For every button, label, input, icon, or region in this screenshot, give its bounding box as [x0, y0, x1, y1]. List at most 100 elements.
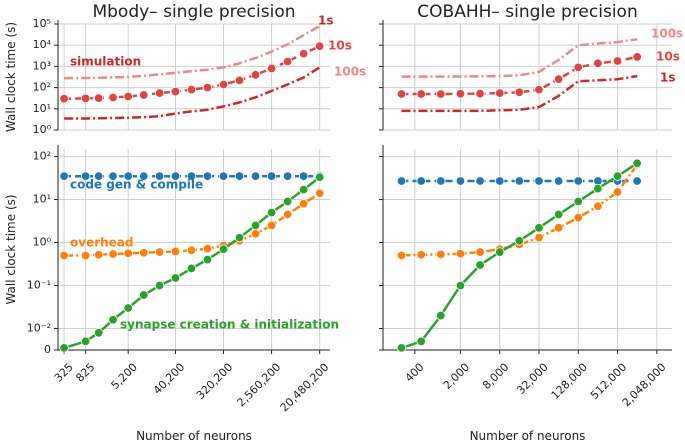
annotation: simulation: [70, 55, 141, 69]
data-point: [154, 247, 165, 257]
data-point: [612, 171, 623, 181]
data-point: [186, 245, 197, 255]
y-tick-label: 10⁻²: [27, 322, 51, 335]
data-point: [80, 336, 91, 347]
x-tick-label: 20,480,200: [278, 361, 332, 415]
data-point: [139, 171, 149, 181]
data-point: [475, 247, 485, 257]
data-point: [202, 171, 213, 181]
data-point: [514, 236, 525, 246]
data-point: [80, 250, 91, 261]
data-point: [250, 229, 261, 239]
data-point: [154, 280, 165, 291]
data-point: [553, 176, 564, 186]
data-point: [573, 196, 583, 207]
data-point: [139, 290, 149, 300]
data-point: [534, 223, 544, 233]
data-point: [396, 250, 407, 261]
y-tick-label: 10⁻¹: [27, 279, 51, 292]
data-point: [170, 86, 181, 97]
data-point: [436, 310, 446, 321]
data-point: [573, 212, 583, 223]
data-point: [416, 176, 426, 186]
series-line: [401, 74, 638, 113]
series-label: 1s: [660, 71, 676, 85]
data-point: [93, 171, 104, 181]
data-point: [396, 89, 407, 99]
series-label: overhead: [70, 236, 134, 250]
data-point: [218, 244, 229, 254]
data-point: [123, 171, 133, 181]
data-point: [123, 248, 133, 259]
x-tick-label: 5,200: [109, 361, 140, 392]
y-tick-label: 0: [44, 343, 51, 356]
x-tick-label: 8,000: [480, 361, 511, 392]
data-point: [108, 171, 118, 181]
data-point: [436, 89, 446, 99]
data-point: [314, 188, 325, 198]
data-point: [593, 183, 603, 194]
data-point: [282, 196, 293, 207]
data-point: [495, 176, 505, 186]
y-tick-label: 10²: [33, 81, 51, 94]
data-point: [93, 328, 104, 338]
data-point: [108, 249, 118, 259]
data-point: [455, 89, 466, 99]
data-point: [234, 75, 245, 86]
data-point: [396, 343, 407, 353]
data-point: [250, 70, 261, 80]
y-tick-label: 10⁵: [33, 17, 51, 30]
y-tick-label: 10⁰: [33, 236, 52, 249]
data-point: [298, 184, 309, 195]
data-point: [593, 58, 603, 69]
y-tick-label: 10⁰: [33, 123, 52, 136]
series-label: 10s: [328, 39, 352, 53]
data-point: [495, 88, 505, 98]
series-label: 100s: [334, 65, 366, 79]
data-point: [186, 171, 197, 181]
data-point: [93, 250, 104, 260]
panel-title: Mbody– single precision: [92, 2, 295, 22]
data-point: [514, 176, 525, 186]
data-point: [154, 171, 165, 181]
data-point: [282, 171, 293, 181]
data-point: [298, 171, 309, 181]
series-label: 1s: [318, 14, 334, 28]
data-point: [534, 232, 544, 243]
panel-title: COBAHH– single precision: [417, 2, 637, 22]
data-point: [234, 232, 245, 243]
data-point: [108, 92, 118, 103]
data-point: [314, 41, 325, 51]
data-point: [455, 280, 466, 291]
data-point: [80, 93, 91, 104]
x-axis-label: Number of neurons: [136, 429, 252, 443]
x-tick-label: 128,000: [549, 361, 590, 402]
data-point: [266, 207, 277, 218]
data-point: [455, 176, 466, 186]
x-tick-label: 320,200: [194, 361, 235, 402]
data-point: [416, 250, 426, 260]
data-point: [455, 248, 466, 259]
data-point: [632, 158, 642, 168]
data-point: [250, 220, 261, 231]
data-point: [593, 201, 603, 211]
data-point: [80, 171, 91, 181]
data-point: [108, 315, 118, 325]
data-point: [573, 62, 583, 73]
y-tick-label: 10⁴: [33, 38, 52, 51]
x-tick-label: 40,200: [151, 361, 187, 397]
x-tick-label: 2,560,200: [235, 361, 284, 410]
data-point: [282, 209, 293, 220]
data-point: [612, 187, 623, 197]
data-point: [475, 176, 485, 186]
data-point: [514, 87, 525, 98]
y-tick-label: 10¹: [33, 102, 51, 115]
data-point: [234, 171, 245, 181]
series-label: code gen & compile: [70, 178, 203, 192]
data-point: [218, 79, 229, 90]
data-point: [416, 89, 426, 99]
data-point: [632, 52, 642, 62]
data-point: [534, 176, 544, 186]
data-point: [123, 303, 133, 313]
